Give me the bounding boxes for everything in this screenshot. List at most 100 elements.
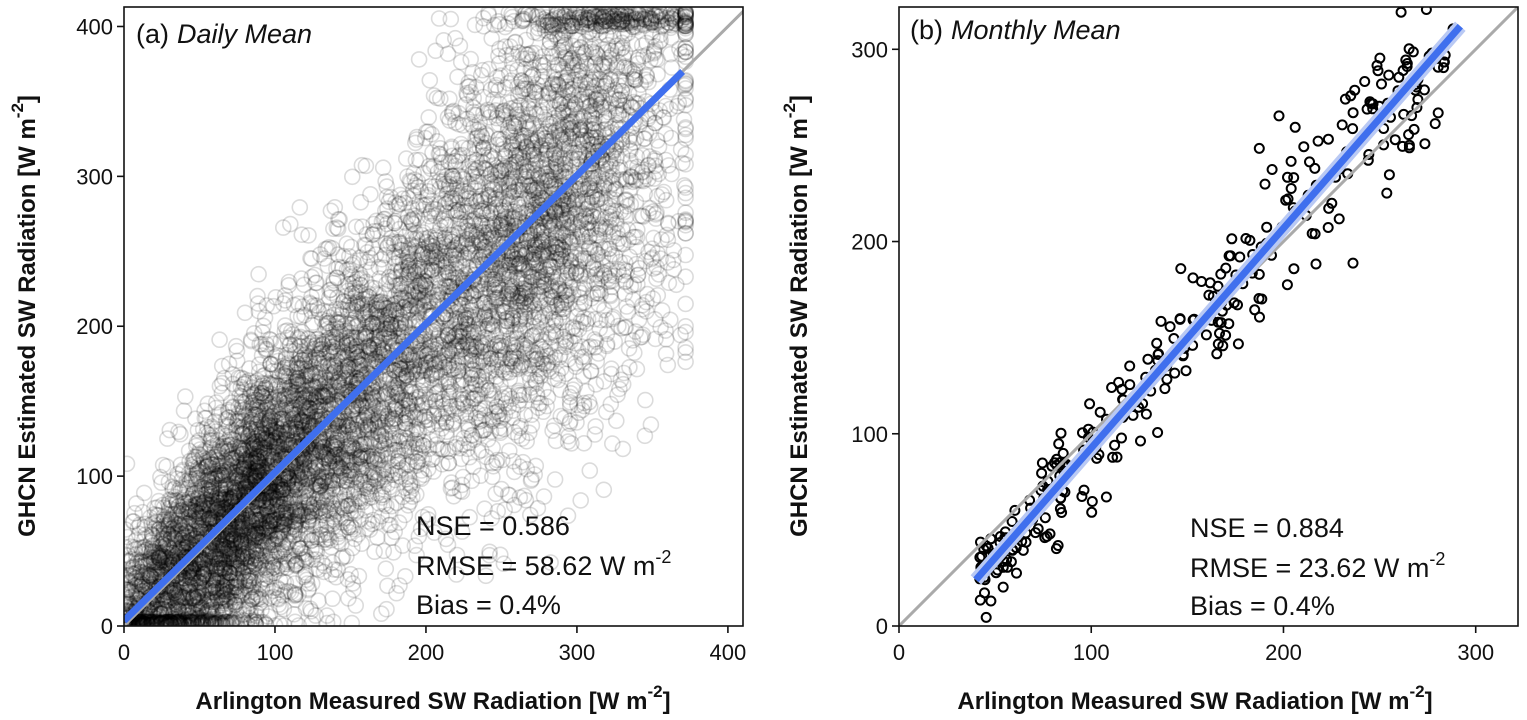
data-point: [353, 269, 371, 287]
data-point: [193, 503, 211, 521]
data-point: [518, 139, 536, 157]
data-point: [162, 613, 180, 626]
data-point: [441, 342, 458, 360]
data-point: [277, 395, 294, 413]
data-point: [584, 13, 601, 31]
data-point: [593, 142, 610, 160]
data-point: [471, 214, 489, 232]
data-point: [588, 265, 606, 283]
data-point: [232, 369, 250, 387]
data-point: [222, 614, 240, 626]
data-point: [535, 220, 553, 237]
data-point: [324, 474, 342, 492]
data-point: [220, 564, 238, 582]
data-point: [174, 583, 191, 601]
data-point: [610, 53, 628, 71]
data-point: [552, 165, 570, 182]
data-point: [409, 425, 426, 443]
data-point: [250, 265, 267, 283]
data-point: [193, 569, 210, 587]
data-point: [542, 162, 560, 180]
data-point: [225, 578, 242, 596]
data-point: [272, 504, 290, 522]
data-point: [540, 300, 557, 317]
data-point: [369, 397, 387, 415]
data-point: [327, 434, 345, 452]
data-point: [677, 295, 694, 313]
data-point: [190, 495, 208, 512]
data-point: [393, 399, 411, 417]
data-point: [336, 317, 353, 335]
data-point: [561, 7, 578, 20]
data-point: [528, 179, 546, 196]
data-point: [165, 501, 182, 518]
data-point: [498, 142, 515, 160]
data-point: [376, 356, 393, 374]
data-point: [549, 277, 567, 295]
data-point: [166, 479, 184, 497]
data-point: [442, 361, 460, 379]
data-point: [500, 182, 518, 199]
data-point: [146, 614, 164, 626]
data-point: [216, 488, 234, 506]
data-point: [282, 449, 299, 466]
data-point: [215, 437, 232, 455]
data-point: [471, 231, 488, 248]
data-point: [160, 550, 177, 568]
data-point: [220, 524, 238, 542]
data-point: [634, 163, 651, 181]
data-point: [495, 198, 513, 216]
data-point: [126, 504, 143, 522]
data-point: [263, 468, 281, 486]
data-point: [401, 493, 419, 511]
data-point: [540, 118, 557, 135]
data-point: [199, 458, 217, 475]
data-point: [504, 336, 521, 354]
data-point: [265, 438, 283, 456]
data-point: [323, 334, 341, 352]
data-point: [429, 340, 447, 358]
data-point: [278, 519, 296, 536]
data-point: [300, 330, 317, 348]
data-point: [677, 268, 694, 286]
data-point: [130, 613, 147, 626]
data-point: [560, 128, 577, 145]
data-point: [243, 522, 261, 540]
data-point: [134, 576, 151, 593]
data-point: [347, 286, 365, 304]
data-point: [424, 238, 442, 255]
data-point: [124, 559, 142, 577]
data-point: [280, 420, 297, 437]
data-point: [287, 368, 305, 386]
data-point: [562, 234, 580, 251]
data-point: [135, 484, 153, 502]
data-point: [188, 614, 205, 626]
data-point: [559, 323, 576, 340]
data-point: [236, 304, 254, 322]
data-point: [476, 190, 493, 208]
data-point: [370, 258, 388, 276]
data-point: [315, 563, 333, 581]
data-point: [321, 454, 338, 472]
data-point: [483, 308, 501, 326]
data-point: [600, 134, 618, 151]
data-point: [302, 498, 319, 515]
data-point: [314, 506, 332, 524]
data-point: [376, 468, 393, 485]
data-point: [629, 266, 647, 284]
data-point: [316, 387, 334, 405]
data-point: [322, 500, 339, 517]
data-point: [326, 363, 344, 381]
data-point: [412, 520, 430, 538]
data-point: [325, 427, 342, 444]
data-point: [349, 406, 367, 424]
data-point: [389, 402, 406, 419]
data-point: [584, 150, 601, 167]
data-point: [395, 432, 412, 449]
data-point: [203, 479, 221, 496]
data-point: [185, 455, 202, 473]
data-point: [268, 434, 286, 451]
data-point: [293, 479, 310, 496]
data-point: [124, 557, 142, 575]
data-point: [454, 338, 472, 355]
